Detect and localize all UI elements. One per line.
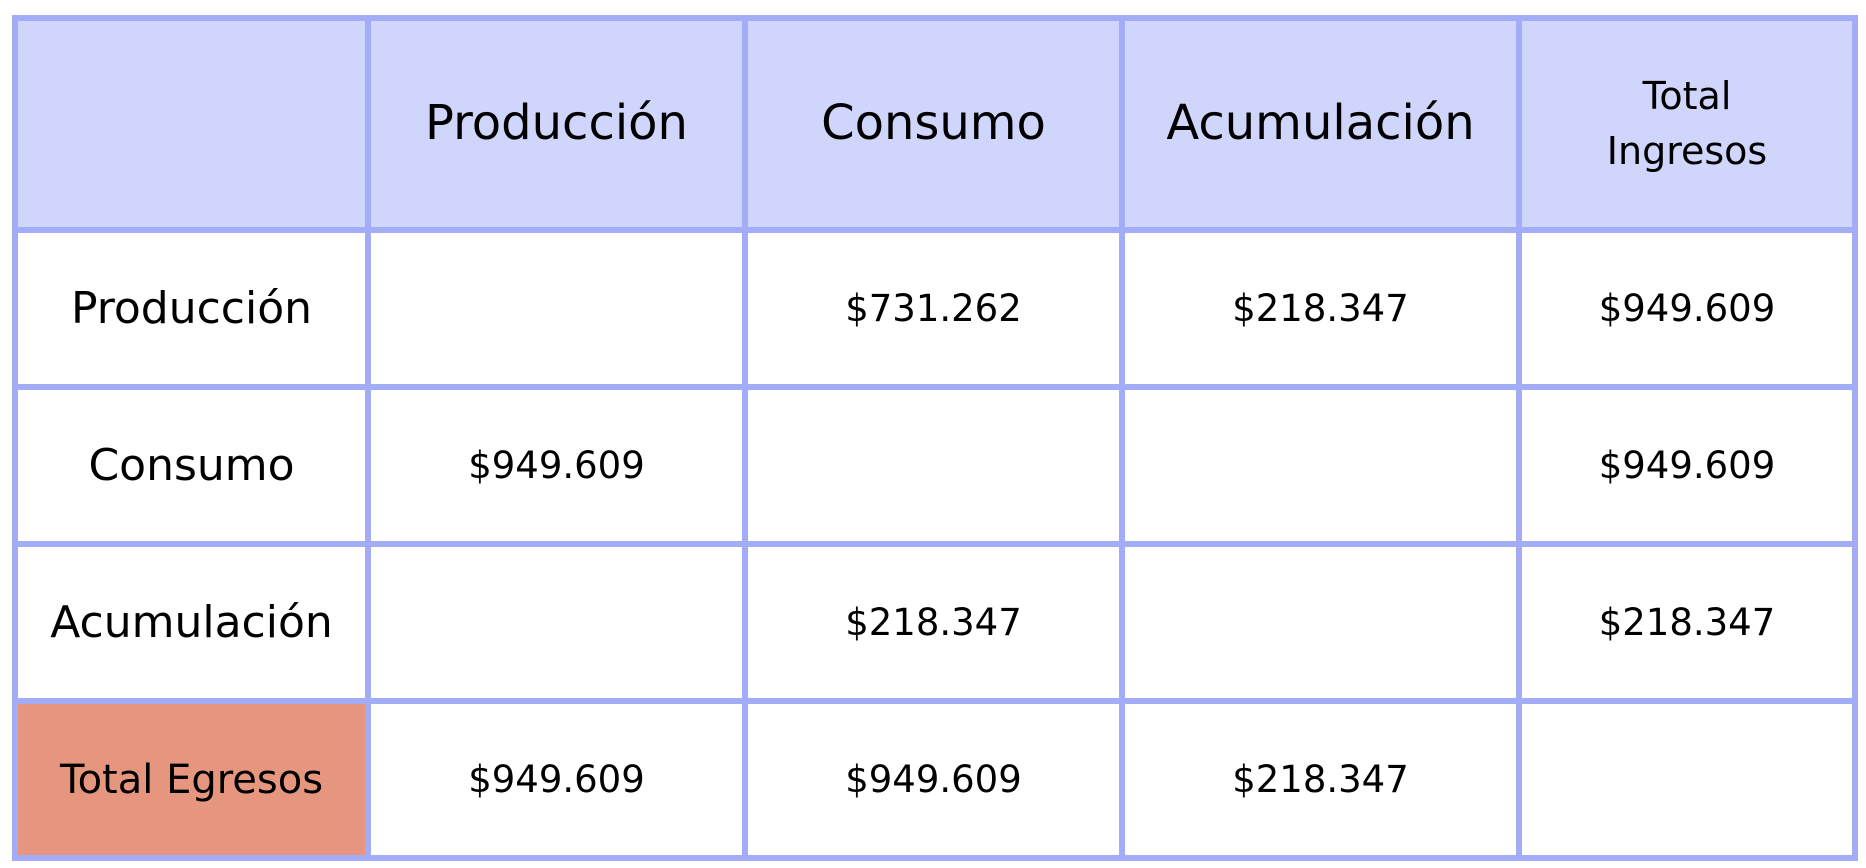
table-row-consumo: Consumo $949.609 $949.609: [12, 384, 1858, 547]
table-cell: $218.347: [742, 541, 1125, 704]
header-row: Producción Consumo Acumulación Total Ing…: [12, 15, 1858, 233]
table-cell: $218.347: [1119, 227, 1522, 390]
table-cell: [1119, 541, 1522, 704]
table-cell: [1516, 698, 1858, 861]
column-header-total-ingresos: Total Ingresos: [1516, 15, 1858, 233]
table-cell: $949.609: [1516, 227, 1858, 390]
table-cell: [1119, 384, 1522, 547]
table-cell: $731.262: [742, 227, 1125, 390]
column-header-consumo: Consumo: [742, 15, 1125, 233]
table-row-produccion: Producción $731.262 $218.347 $949.609: [12, 227, 1858, 390]
table-cell: $218.347: [1119, 698, 1522, 861]
row-label-acumulacion: Acumulación: [12, 541, 371, 704]
table-row-acumulacion: Acumulación $218.347 $218.347: [12, 541, 1858, 704]
column-header-total-ingresos-text: Total Ingresos: [1606, 73, 1768, 173]
accounting-matrix-table: Producción Consumo Acumulación Total Ing…: [12, 15, 1858, 861]
column-header-acumulacion: Acumulación: [1119, 15, 1522, 233]
table-cell: $949.609: [1516, 384, 1858, 547]
row-label-consumo: Consumo: [12, 384, 371, 547]
column-header-produccion: Producción: [365, 15, 748, 233]
table-cell: $218.347: [1516, 541, 1858, 704]
table-cell: [742, 384, 1125, 547]
row-label-produccion: Producción: [12, 227, 371, 390]
table-cell: [365, 227, 748, 390]
table-cell: $949.609: [365, 698, 748, 861]
corner-header-cell: [12, 15, 371, 233]
table-cell: [365, 541, 748, 704]
row-label-total-egresos: Total Egresos: [12, 698, 371, 861]
table-cell: $949.609: [742, 698, 1125, 861]
table-cell: $949.609: [365, 384, 748, 547]
table-row-total-egresos: Total Egresos $949.609 $949.609 $218.347: [12, 698, 1858, 861]
